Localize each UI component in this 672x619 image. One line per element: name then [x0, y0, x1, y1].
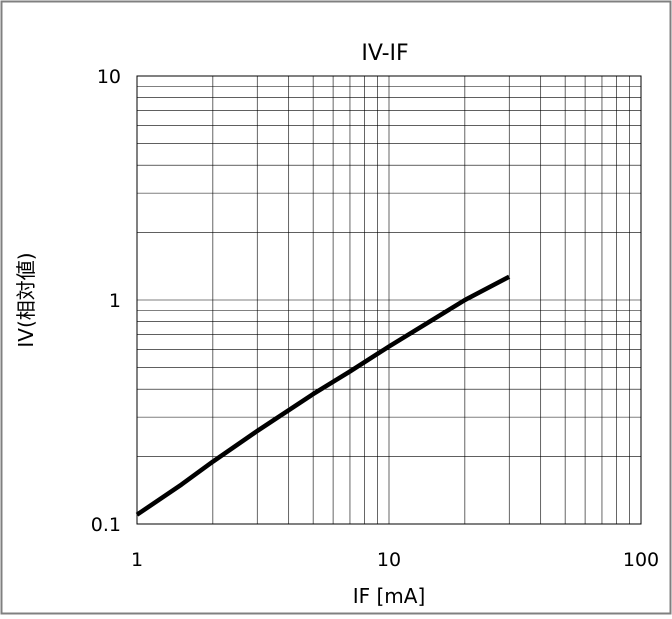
x-tick-label: 1 [131, 549, 143, 571]
x-tick-label: 100 [623, 549, 659, 571]
grid [137, 76, 641, 524]
x-axis-label: IF [mA] [353, 584, 426, 608]
y-axis-label: IV(相対値) [14, 252, 38, 347]
x-tick-label: 10 [377, 549, 401, 571]
y-tick-label: 10 [97, 66, 121, 88]
y-tick-label: 0.1 [91, 514, 121, 536]
tick-labels: 1 10 100 0.1 1 10 [91, 66, 659, 571]
series-layer [135, 274, 511, 517]
plot-area [136, 75, 642, 525]
chart-title: IV-IF [361, 41, 408, 66]
series-line [135, 274, 511, 517]
y-tick-label: 1 [109, 290, 121, 312]
